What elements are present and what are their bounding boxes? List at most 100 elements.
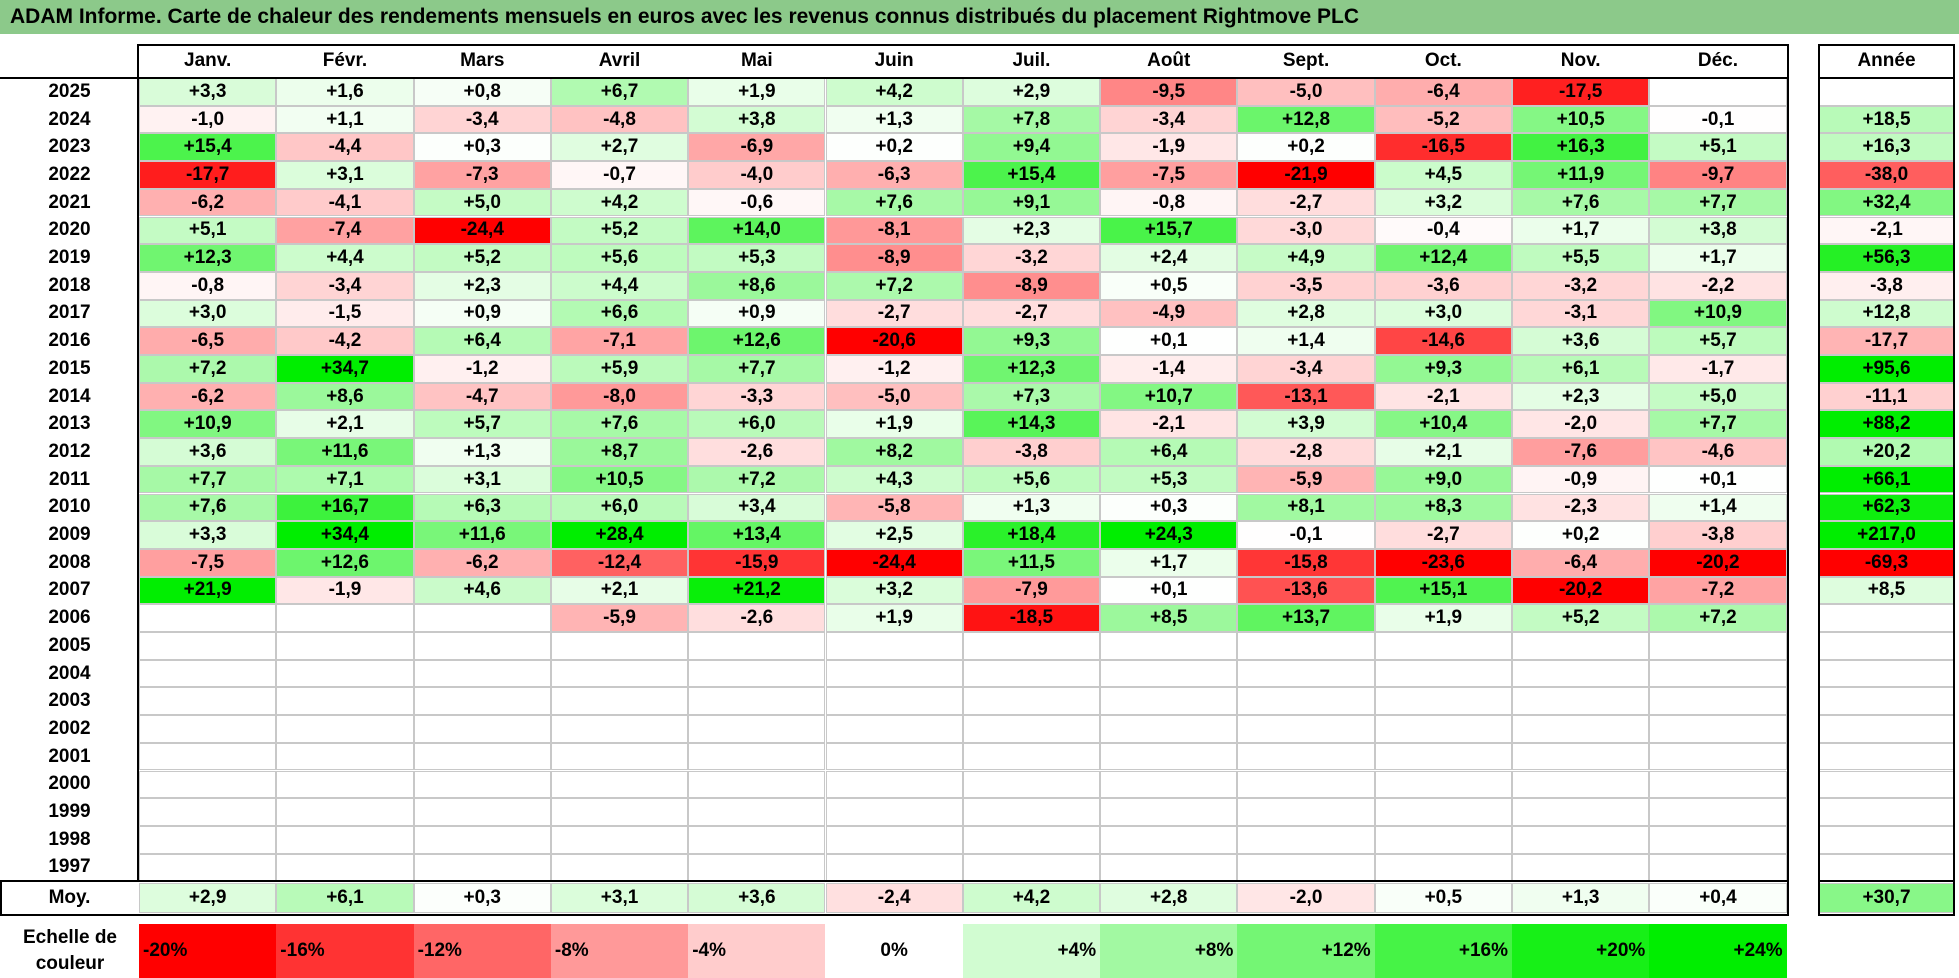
- heatmap-cell: +4,5: [1374, 161, 1512, 189]
- heatmap-cell: +3,6: [139, 438, 277, 466]
- heatmap-cell: +9,1: [962, 188, 1101, 217]
- heatmap-cell: [962, 853, 1101, 882]
- heatmap-cell: +3,2: [825, 576, 963, 605]
- heatmap-cell: -0,1: [1649, 105, 1787, 134]
- month-header: Nov.: [1560, 50, 1601, 71]
- heatmap-cell: [825, 742, 963, 771]
- heatmap-cell: -15,9: [688, 548, 826, 577]
- heatmap-cell: [825, 632, 963, 660]
- heatmap-cell: +7,2: [1649, 604, 1787, 632]
- heatmap-cell: [1512, 798, 1650, 826]
- heatmap-cell: +3,0: [139, 299, 277, 328]
- heatmap-cell: +2,7: [550, 133, 689, 162]
- year-label: 2012: [48, 440, 91, 462]
- average-cell: +4,2: [962, 883, 1101, 913]
- heatmap-cell: [688, 632, 826, 660]
- heatmap-cell: +1,9: [825, 410, 963, 439]
- heatmap-cell: +0,1: [1100, 327, 1238, 355]
- heatmap-cell: +5,7: [1649, 327, 1787, 355]
- heatmap-cell: [1512, 659, 1650, 688]
- heatmap-cell: +0,1: [1100, 576, 1238, 605]
- heatmap-cell: +1,4: [1649, 493, 1787, 522]
- heatmap-cell: +5,0: [413, 188, 551, 217]
- annual-cell: -3,8: [1818, 271, 1955, 300]
- heatmap-cell: [825, 715, 963, 743]
- heatmap-cell: +2,3: [1512, 382, 1650, 411]
- heatmap-cell: +0,3: [1100, 493, 1238, 522]
- year-label: 2024: [48, 108, 91, 130]
- heatmap-cell: -1,4: [1100, 355, 1238, 383]
- heatmap-cell: +12,8: [1237, 105, 1375, 134]
- heatmap-cell: -3,3: [688, 382, 826, 411]
- heatmap-cell: +3,9: [1237, 410, 1375, 439]
- heatmap-cell: +3,4: [688, 493, 826, 522]
- heatmap-cell: [1100, 659, 1238, 688]
- heatmap-cell: +0,9: [413, 299, 551, 328]
- annual-cell: +62,3: [1818, 493, 1955, 522]
- heatmap-cell: -5,0: [1237, 78, 1375, 106]
- heatmap-cell: +3,8: [1649, 216, 1787, 245]
- average-cell: +0,3: [413, 883, 551, 913]
- heatmap-cell: [139, 798, 277, 826]
- heatmap-cell: -2,1: [1374, 382, 1512, 411]
- heatmap-cell: +4,9: [1237, 244, 1375, 272]
- year-label: 2014: [48, 385, 91, 407]
- heatmap-cell: +4,6: [413, 576, 551, 605]
- heatmap-cell: +16,7: [276, 493, 414, 522]
- heatmap-cell: [413, 604, 551, 632]
- heatmap-cell: -0,4: [1374, 216, 1512, 245]
- heatmap-cell: +9,0: [1374, 465, 1512, 494]
- heatmap-cell: +5,9: [550, 355, 689, 383]
- heatmap-cell: -1,2: [825, 355, 963, 383]
- heatmap-cell: -6,2: [413, 548, 551, 577]
- heatmap-cell: +3,0: [1374, 299, 1512, 328]
- heatmap-cell: +5,1: [1649, 133, 1787, 162]
- heatmap-cell: +1,3: [413, 438, 551, 466]
- heatmap-cell: [1237, 632, 1375, 660]
- heatmap-cell: +16,3: [1512, 133, 1650, 162]
- heatmap-cell: -5,9: [1237, 465, 1375, 494]
- heatmap-cell: [1100, 687, 1238, 716]
- heatmap-cell: +3,1: [413, 465, 551, 494]
- annual-cell: +95,6: [1818, 355, 1955, 383]
- year-label: 2005: [48, 634, 91, 656]
- legend-swatch: +24%: [1649, 924, 1787, 978]
- heatmap-cell: +6,0: [688, 410, 826, 439]
- annual-cell: [1818, 715, 1955, 743]
- heatmap-cell: +15,1: [1374, 576, 1512, 605]
- heatmap-cell: +5,5: [1512, 244, 1650, 272]
- heatmap-cell: -0,8: [1100, 188, 1238, 217]
- heatmap-cell: [825, 798, 963, 826]
- year-label: 2010: [48, 496, 91, 518]
- heatmap-cell: -17,7: [139, 161, 277, 189]
- heatmap-cell: +12,4: [1374, 244, 1512, 272]
- heatmap-cell: [825, 770, 963, 799]
- heatmap-cell: +6,4: [413, 327, 551, 355]
- heatmap-cell: +5,2: [550, 216, 689, 245]
- heatmap-cell: [413, 770, 551, 799]
- heatmap-cell: +12,3: [139, 244, 277, 272]
- heatmap-cell: +8,3: [1374, 493, 1512, 522]
- heatmap-cell: +10,4: [1374, 410, 1512, 439]
- heatmap-cell: [139, 770, 277, 799]
- year-label: 2019: [48, 247, 91, 269]
- heatmap-cell: +12,3: [962, 355, 1101, 383]
- annual-cell: +12,8: [1818, 299, 1955, 328]
- heatmap-cell: +5,6: [962, 465, 1101, 494]
- heatmap-cell: +3,3: [139, 78, 277, 106]
- heatmap-cell: [1374, 853, 1512, 882]
- heatmap-cell: -1,0: [139, 105, 277, 134]
- annual-cell: +8,5: [1818, 576, 1955, 605]
- heatmap-cell: -20,6: [825, 327, 963, 355]
- heatmap-cell: -6,5: [139, 327, 277, 355]
- year-label: 2018: [48, 274, 91, 296]
- heatmap-cell: +18,4: [962, 521, 1101, 549]
- heatmap-cell: -2,7: [962, 299, 1101, 328]
- average-cell: +0,4: [1649, 883, 1787, 913]
- heatmap-cell: -5,0: [825, 382, 963, 411]
- heatmap-cell: -13,1: [1237, 382, 1375, 411]
- heatmap-cell: [276, 853, 414, 882]
- heatmap-cell: -8,9: [962, 271, 1101, 300]
- heatmap-cell: +14,0: [688, 216, 826, 245]
- year-label: 1998: [48, 828, 91, 850]
